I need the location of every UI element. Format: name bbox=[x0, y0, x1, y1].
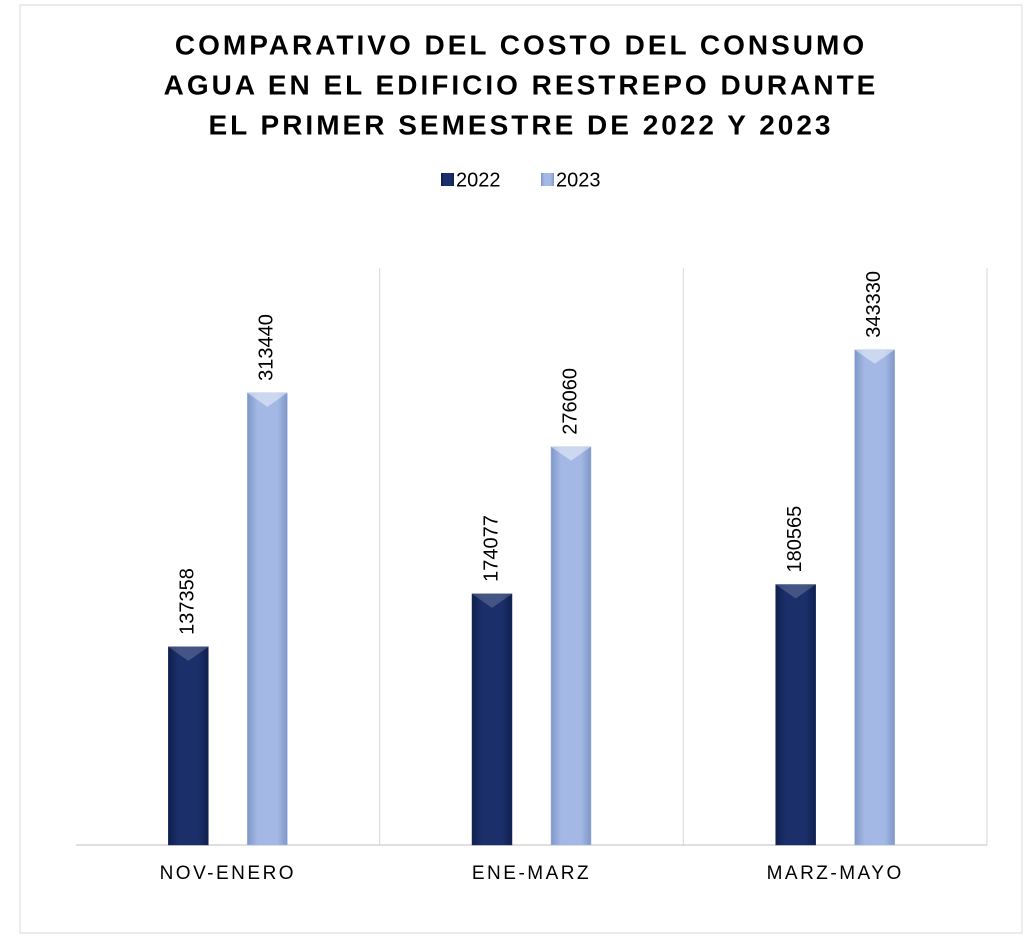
bar bbox=[168, 646, 209, 846]
data-label: 180565 bbox=[784, 506, 806, 573]
bar-bevel bbox=[854, 349, 895, 364]
x-tick-label: ENE-MARZ bbox=[472, 863, 591, 884]
chart-title: AGUA EN EL EDIFICIO RESTREPO DURANTE bbox=[164, 69, 879, 100]
chart-title: EL PRIMER SEMESTRE DE 2022 Y 2023 bbox=[208, 109, 833, 140]
legend-label: 2023 bbox=[556, 169, 601, 191]
data-label: 276060 bbox=[559, 368, 581, 435]
legend-swatch bbox=[441, 173, 454, 186]
bar bbox=[854, 349, 895, 846]
data-label: 137358 bbox=[177, 568, 199, 635]
legend-swatch bbox=[541, 173, 554, 186]
bar bbox=[471, 593, 513, 846]
bar-bevel bbox=[775, 584, 816, 599]
chart-title: COMPARATIVO DEL COSTO DEL CONSUMO bbox=[175, 29, 867, 60]
bar bbox=[247, 392, 288, 846]
bar-bevel bbox=[168, 646, 209, 661]
bar bbox=[550, 446, 592, 846]
legend-label: 2022 bbox=[456, 169, 501, 191]
bar-bevel bbox=[247, 392, 288, 407]
data-label: 343330 bbox=[863, 271, 885, 338]
x-tick-label: NOV-ENERO bbox=[160, 863, 297, 884]
data-label: 174077 bbox=[480, 515, 502, 582]
bar-bevel bbox=[551, 446, 591, 461]
data-label: 313440 bbox=[256, 314, 278, 381]
bar bbox=[775, 584, 816, 846]
bar-bevel bbox=[472, 593, 512, 608]
x-tick-label: MARZ-MAYO bbox=[767, 863, 904, 884]
